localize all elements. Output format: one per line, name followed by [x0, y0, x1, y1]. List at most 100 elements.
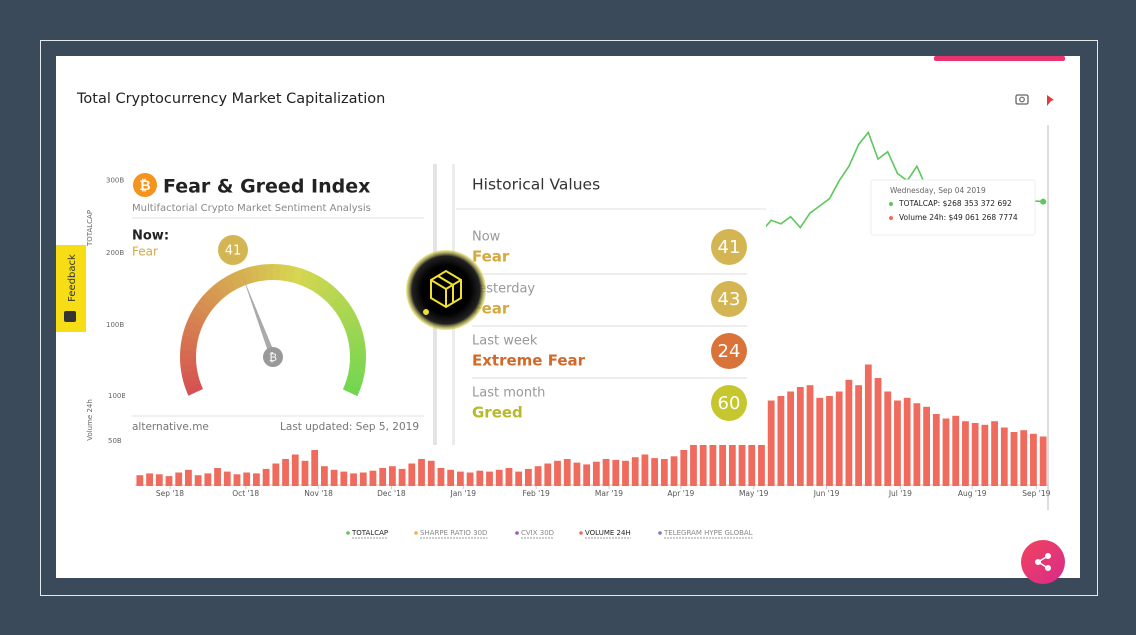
source: alternative.me	[132, 421, 209, 433]
volume-bar	[991, 421, 998, 486]
widget-subtitle: Multifactorial Crypto Market Sentiment A…	[132, 203, 371, 214]
volume-bar	[563, 459, 571, 486]
widget-title: Fear & Greed Index	[163, 176, 370, 198]
y-tick-label: 200B	[106, 249, 124, 257]
volume-bar	[495, 469, 503, 486]
volume-bar	[826, 396, 833, 486]
x-tick-label: Sep '19	[1022, 489, 1050, 498]
volume-bar	[418, 459, 425, 486]
gauge-segment	[329, 294, 348, 311]
volume-bar	[835, 391, 843, 486]
volume-bar	[223, 471, 231, 486]
history-class: Greed	[472, 404, 523, 422]
gauge-segment	[221, 275, 237, 293]
volume-bar	[1010, 432, 1018, 486]
volume-bar	[505, 468, 513, 486]
tooltip-totalcap: TOTALCAP: $268 353 372 692	[898, 199, 1012, 208]
gauge-hub-icon: ₿	[269, 351, 277, 364]
camera-icon[interactable]	[1015, 94, 1029, 105]
history-class: Extreme Fear	[472, 352, 586, 370]
volume-bar	[340, 471, 348, 486]
volume-bar	[301, 460, 309, 486]
bitcoin-symbol: ₿	[139, 178, 150, 194]
history-bubble	[711, 385, 747, 421]
volume-bar	[952, 415, 960, 486]
volume-bar	[291, 454, 299, 486]
last-updated: Last updated: Sep 5, 2019	[280, 421, 419, 433]
volume-bar	[175, 472, 183, 486]
volume-bar	[942, 418, 950, 486]
volume-bar	[651, 458, 659, 486]
legend-entry[interactable]: TELEGRAM HYPE GLOBAL	[663, 529, 753, 537]
volume-bar	[845, 379, 853, 486]
volume-bar	[185, 469, 192, 486]
gauge-segment	[347, 335, 365, 346]
volume-bar	[1030, 433, 1037, 486]
history-bubble	[711, 229, 747, 265]
volume-bar	[524, 468, 532, 486]
gauge-segment	[184, 320, 203, 333]
volume-bar	[660, 459, 668, 486]
gauge-segment	[204, 288, 221, 306]
gauge-segment	[228, 271, 243, 290]
volume-bar	[602, 459, 610, 486]
gauge-segment	[347, 370, 365, 382]
x-tick-label: Mar '19	[595, 489, 623, 498]
volume-bar	[320, 466, 328, 486]
volume-bar	[350, 473, 357, 486]
tooltip-box	[870, 179, 1036, 236]
gauge-segment	[291, 266, 304, 285]
history-class: Fear	[472, 248, 510, 266]
volume-bar	[165, 476, 173, 486]
volume-bar	[816, 397, 824, 486]
volume-bar	[427, 460, 435, 486]
y-tick-label: 300B	[106, 177, 124, 185]
volume-bar	[855, 385, 863, 486]
volume-bar	[476, 470, 484, 486]
volume-bar	[311, 450, 319, 486]
gauge-segment	[235, 268, 249, 287]
legend-dot	[515, 531, 519, 535]
volume-bar	[894, 400, 901, 486]
pin-icon[interactable]	[1047, 95, 1054, 106]
volume-bar	[359, 472, 367, 486]
volume-bar	[194, 475, 202, 486]
gauge-segment	[180, 363, 198, 374]
x-tick-label: Dec '18	[377, 489, 406, 498]
gauge-segment	[181, 370, 199, 382]
legend-entry[interactable]: CVIX 30D	[521, 529, 554, 537]
volume-bar	[456, 471, 464, 486]
gauge-segment	[304, 271, 318, 290]
volume-bar	[738, 426, 746, 486]
volume-bar	[573, 462, 581, 486]
volume-bar	[554, 460, 561, 486]
volume-bar	[932, 414, 940, 486]
volume-bar	[748, 421, 756, 486]
volume-bar	[136, 475, 144, 486]
x-tick-label: Sep '18	[156, 489, 184, 498]
volume-bar	[398, 468, 406, 486]
widget-left-panel	[125, 164, 434, 445]
volume-bar	[690, 442, 697, 486]
gauge-segment	[345, 376, 363, 389]
volume-bar	[962, 421, 969, 486]
volume-bar	[903, 397, 911, 486]
fear-greed-widget: ₿ Fear & Greed Index Multifactorial Cryp…	[125, 164, 766, 445]
x-tick-label: Nov '18	[304, 489, 333, 498]
share-button[interactable]	[1021, 540, 1065, 584]
legend-dot	[346, 531, 350, 535]
volume-bar	[466, 472, 474, 486]
feedback-label[interactable]: Feedback	[67, 254, 78, 302]
gauge-segment	[342, 383, 361, 397]
volume-bar	[622, 460, 629, 486]
feedback-icon	[64, 311, 76, 322]
volume-bar	[758, 414, 765, 486]
volume-bar	[767, 400, 775, 486]
gauge-segment	[183, 376, 201, 389]
legend-entry[interactable]: VOLUME 24H	[585, 529, 631, 537]
legend-entry[interactable]: SHARPE RATIO 30D	[420, 529, 487, 537]
top-button-edge[interactable]	[934, 56, 1065, 61]
legend-entry[interactable]: TOTALCAP	[351, 529, 388, 537]
volume-bar	[155, 474, 163, 486]
